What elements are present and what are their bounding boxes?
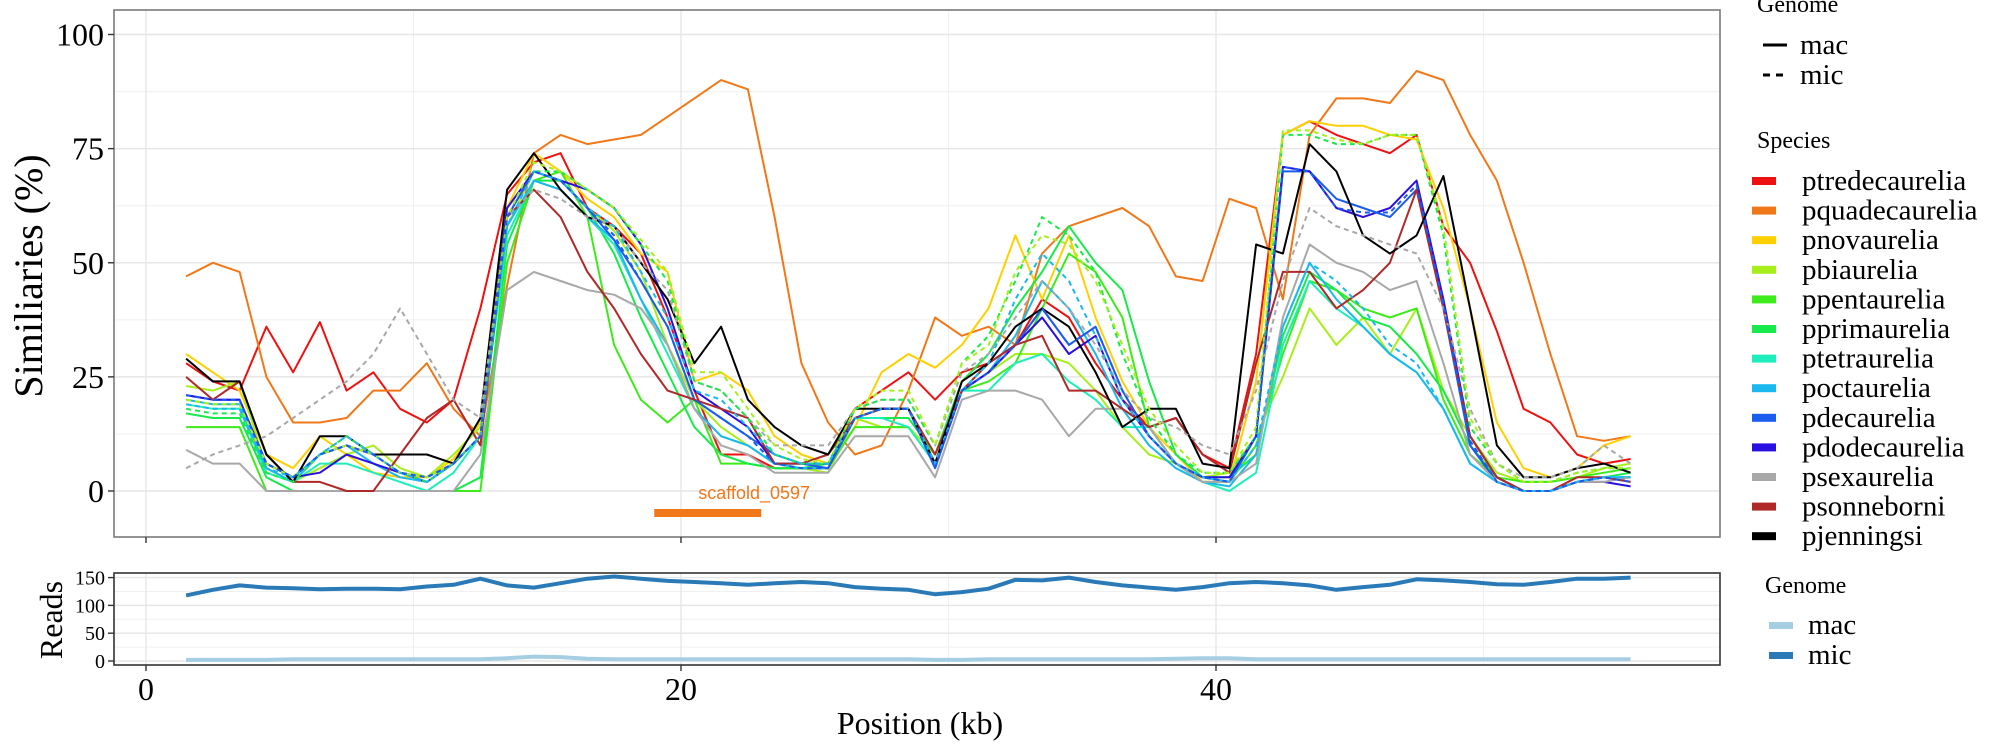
species-legend-label-poctaurelia: poctaurelia (1802, 372, 1931, 404)
species-legend-key-psexaurelia (1752, 473, 1776, 481)
x-axis-title: Position (kb) (837, 705, 1003, 741)
similarity-panel-border (113, 9, 1721, 538)
species-legend-label-ppentaurelia: ppentaurelia (1802, 283, 1945, 315)
similarity-x-ticks (145, 537, 1217, 543)
reads-legend-title: Genome (1765, 573, 1846, 599)
y-tick-label: 50 (72, 245, 104, 281)
y-tick-label: 50 (85, 623, 105, 645)
series-line-poctaurelia-mic (185, 170, 1631, 492)
reads-gridlines (114, 573, 1720, 665)
species-legend-label-psonneborni: psonneborni (1802, 491, 1945, 523)
reads-series (185, 574, 1631, 662)
species-legend: Species ptredecaureliapquadecaureliapnov… (1752, 128, 1978, 552)
reads-panel-border (113, 572, 1721, 666)
series-line-psexaurelia-mac (185, 243, 1631, 492)
species-legend-label-pdecaurelia: pdecaurelia (1802, 402, 1936, 434)
species-legend-label-pnovaurelia: pnovaurelia (1802, 224, 1939, 256)
species-legend-label-pbiaurelia: pbiaurelia (1802, 254, 1918, 286)
scaffold-label: scaffold_0597 (698, 483, 810, 504)
species-legend-key-pdecaurelia (1752, 413, 1776, 422)
species-legend-key-ppentaurelia (1752, 295, 1776, 304)
legend-label-mic: mic (1800, 59, 1844, 91)
y-tick-label: 25 (72, 359, 104, 395)
species-legend-label-pdodecaurelia: pdodecaurelia (1802, 431, 1965, 463)
x-tick-label: 0 (138, 671, 154, 707)
reads-panel: 0 50 100 150 Reads 0 20 40 Position (kb) (33, 568, 1721, 741)
species-legend-key-pbiaurelia (1752, 265, 1776, 274)
scaffold-annotation: scaffold_0597 (654, 483, 810, 517)
species-legend-key-pdodecaurelia (1752, 443, 1776, 452)
reads-line-mac (186, 654, 1631, 662)
genome-legend: Genome mac mic (1757, 0, 1848, 91)
species-legend-label-ptredecaurelia: ptredecaurelia (1802, 165, 1966, 197)
similarity-series (185, 70, 1632, 492)
series-line-pbiaurelia-mic (185, 129, 1631, 483)
y-tick-label: 100 (56, 17, 104, 53)
species-legend-label-pjenningsi: pjenningsi (1802, 520, 1923, 552)
similarity-y-axis: 0 25 50 75 100 (56, 17, 114, 509)
reads-y-axis-title: Reads (33, 581, 69, 659)
x-tick-label: 40 (1200, 671, 1232, 707)
x-tick-label: 20 (665, 671, 697, 707)
species-legend-key-pquadecaurelia (1752, 206, 1776, 215)
y-tick-label: 0 (88, 473, 104, 509)
reads-legend-key-mic (1769, 652, 1793, 659)
genome-legend-title: Genome (1757, 0, 1838, 18)
reads-legend-key-mac (1769, 622, 1793, 629)
species-legend-label-psexaurelia: psexaurelia (1802, 461, 1934, 493)
species-legend-key-pprimaurelia (1752, 325, 1776, 333)
species-legend-label-ptetraurelia: ptetraurelia (1802, 343, 1934, 375)
species-legend-label-pquadecaurelia: pquadecaurelia (1802, 195, 1978, 227)
reads-line-mic (185, 574, 1631, 598)
similarity-panel: scaffold_0597 0 25 50 75 100 Similiaries (%) (6, 9, 1721, 543)
similarity-y-axis-title: Similiaries (%) (6, 154, 51, 397)
y-tick-label: 150 (75, 568, 105, 590)
species-legend-label-pprimaurelia: pprimaurelia (1802, 313, 1950, 345)
species-legend-key-ptredecaurelia (1752, 177, 1776, 185)
series-line-pprimaurelia-mic (185, 133, 1631, 483)
y-tick-label: 75 (72, 131, 104, 167)
x-axis: 0 20 40 (138, 665, 1232, 707)
series-line-ptredecaurelia-mac (185, 120, 1631, 470)
species-legend-key-pjenningsi (1752, 532, 1776, 541)
y-tick-label: 0 (95, 651, 105, 673)
reads-genome-legend: Genome mac mic (1765, 573, 1856, 671)
species-legend-title: Species (1757, 128, 1830, 154)
reads-legend-label-mic: mic (1808, 639, 1852, 671)
y-tick-label: 100 (75, 595, 105, 617)
scaffold-bar (654, 509, 762, 517)
species-legend-key-poctaurelia (1752, 384, 1776, 393)
species-legend-key-psonneborni (1752, 502, 1776, 511)
reads-legend-label-mac: mac (1808, 609, 1856, 641)
reads-y-axis: 0 50 100 150 (75, 568, 114, 673)
legend-label-mac: mac (1800, 29, 1848, 61)
species-legend-key-pnovaurelia (1752, 236, 1776, 245)
species-legend-key-ptetraurelia (1752, 354, 1776, 363)
